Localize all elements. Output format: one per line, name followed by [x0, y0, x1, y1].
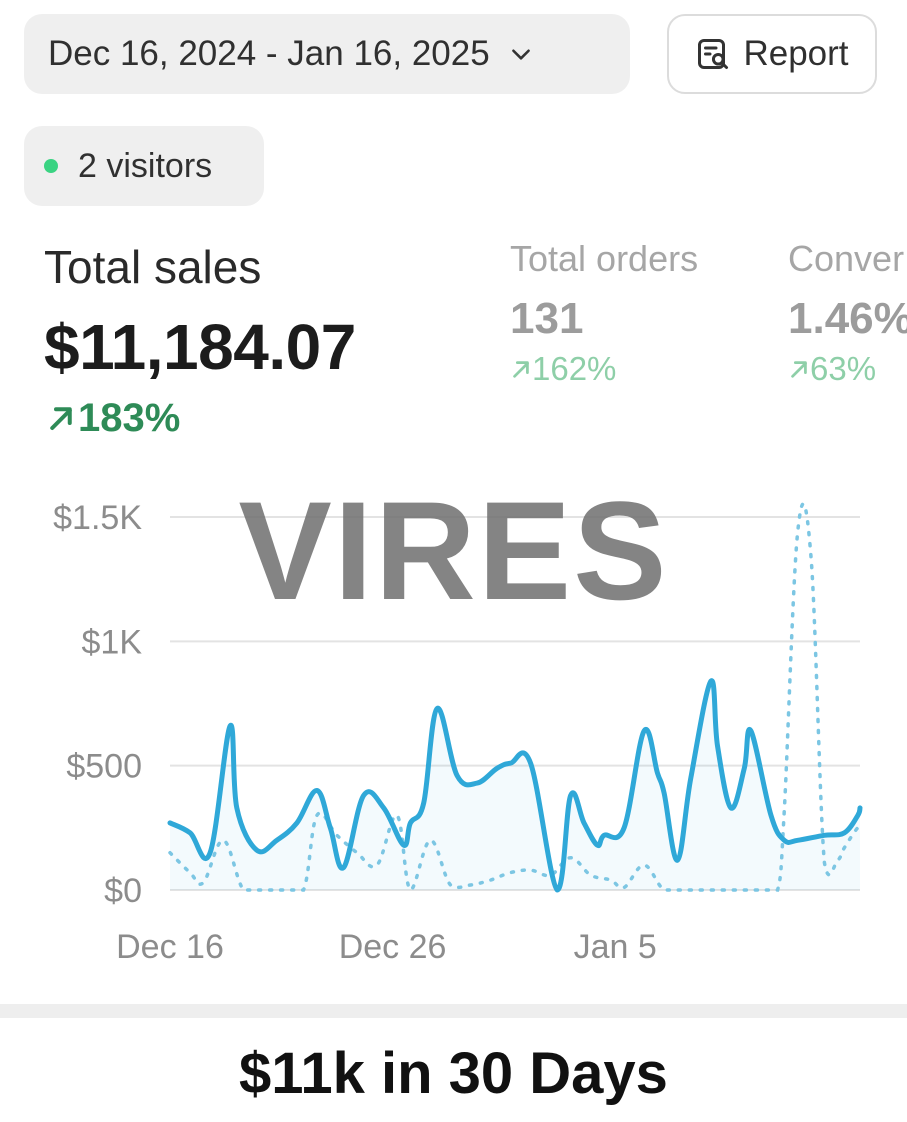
sales-area [170, 680, 860, 890]
total-sales-change: 183% [44, 396, 356, 441]
total-orders-value: 131 [510, 294, 584, 343]
x-tick-label: Dec 26 [339, 928, 447, 966]
x-tick-label: Jan 5 [574, 928, 657, 966]
total-sales-metric[interactable]: Total sales $11,184.07 183% [44, 240, 356, 441]
conversion-change-value: 63% [810, 350, 877, 387]
total-sales-value: $11,184.07 [44, 311, 356, 383]
watermark-text: VIRES [238, 472, 669, 629]
date-range-label: Dec 16, 2024 - Jan 16, 2025 [48, 34, 490, 73]
total-sales-change-value: 183% [78, 396, 181, 440]
report-button[interactable]: Report [667, 14, 877, 94]
arrow-up-right-icon [791, 361, 807, 378]
y-tick-label: $1.5K [53, 499, 142, 537]
live-status-dot [44, 159, 58, 173]
y-tick-label: $500 [66, 748, 142, 786]
arrow-up-right-icon [50, 407, 72, 430]
date-range-picker[interactable]: Dec 16, 2024 - Jan 16, 2025 [24, 14, 630, 94]
arrow-up-right-icon [513, 361, 529, 378]
footer-divider [0, 1004, 907, 1018]
conversion-metric[interactable]: Conver 1.46% 63% [788, 238, 907, 388]
y-tick-label: $0 [104, 872, 142, 910]
live-visitors-badge[interactable]: 2 visitors [24, 126, 264, 206]
previous-period-line [168, 502, 862, 892]
visitors-label: 2 visitors [78, 146, 213, 185]
report-label: Report [743, 34, 849, 73]
report-icon [698, 39, 729, 69]
total-sales-label: Total sales [44, 241, 262, 293]
conversion-change: 63% [788, 350, 907, 388]
x-tick-label: Dec 16 [116, 928, 224, 966]
chevron-down-icon [511, 49, 530, 60]
total-orders-metric[interactable]: Total orders 131 162% [510, 238, 698, 388]
caption-text: $11k in 30 Days [239, 1041, 668, 1106]
y-tick-label: $1K [82, 623, 143, 661]
total-orders-change-value: 162% [532, 350, 617, 387]
conversion-label: Conver [788, 238, 905, 279]
current-period-line [167, 678, 863, 893]
total-orders-label: Total orders [510, 238, 699, 279]
sales-line-chart: $0 $500 $1K $1.5K Dec 16 Dec 26 Jan 5 [53, 499, 863, 966]
total-orders-change: 162% [510, 350, 698, 388]
conversion-value: 1.46% [788, 294, 907, 343]
